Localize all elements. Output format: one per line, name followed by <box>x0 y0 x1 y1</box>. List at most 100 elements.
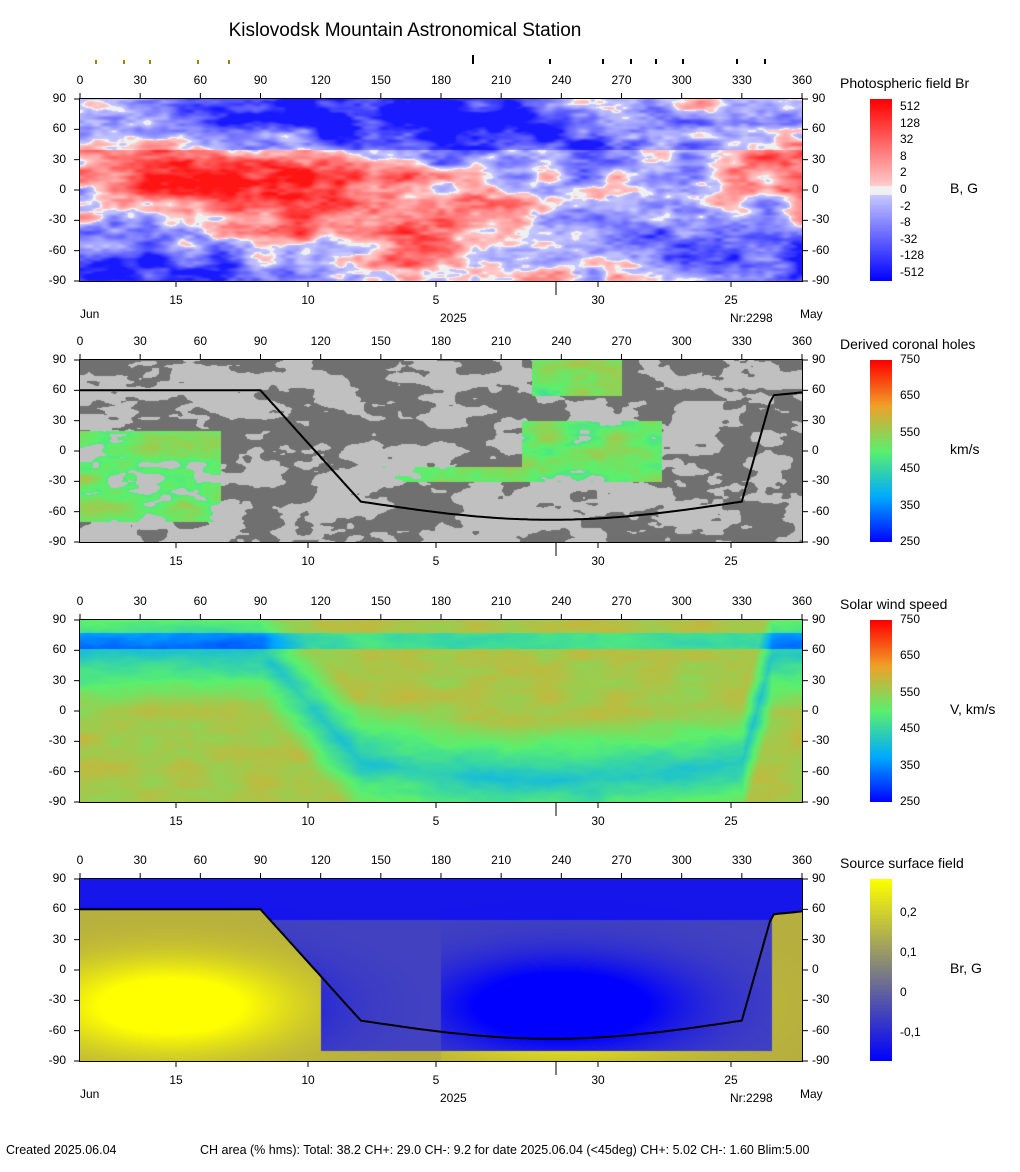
colorbar-tick-label: 250 <box>900 794 921 808</box>
colorbar-tick-label: 550 <box>900 684 921 699</box>
longitude-tick-label: 30 <box>133 594 147 608</box>
longitude-tick-label: 180 <box>430 594 452 608</box>
date-tick-label: 5 <box>432 814 440 828</box>
colorbar-tick-label: 8 <box>900 148 907 163</box>
longitude-tick-label: 240 <box>551 73 572 87</box>
colorbar-tick-label: 650 <box>900 388 921 403</box>
latitude-tick-label-left: 90 <box>52 612 66 626</box>
date-tick-label: 25 <box>724 293 738 307</box>
latitude-tick-label-right: -30 <box>812 473 830 488</box>
colorbar-tick-label: 550 <box>900 424 921 439</box>
latitude-tick-label-left: -30 <box>48 473 66 488</box>
colorbar-tick-label: 512 <box>900 99 921 113</box>
longitude-tick-label: 30 <box>133 73 147 87</box>
colorbar-tick-label: 250 <box>900 534 921 548</box>
longitude-tick-label: 330 <box>731 594 752 608</box>
colorbar <box>870 360 892 542</box>
latitude-tick-label-left: 30 <box>52 151 66 166</box>
latitude-tick-label-right: 30 <box>812 412 826 427</box>
longitude-tick-label: 90 <box>253 73 268 87</box>
latitude-tick-label-right: -60 <box>812 503 830 518</box>
neutral-line <box>80 389 802 521</box>
longitude-tick-label: 120 <box>310 853 331 867</box>
longitude-tick-label: 270 <box>611 594 632 608</box>
neutral-line-overlay <box>80 389 802 521</box>
longitude-tick-label: 0 <box>76 853 84 867</box>
date-tick-label: 25 <box>724 554 738 568</box>
latitude-tick-label-left: 90 <box>52 871 66 885</box>
neutral-line <box>80 908 802 1040</box>
axis-ticks <box>74 93 808 282</box>
panel-title: Solar wind speed <box>840 596 948 612</box>
latitude-tick-label-left: -90 <box>48 1053 66 1067</box>
longitude-tick-label: 60 <box>193 334 207 348</box>
longitude-tick-label: 150 <box>370 73 391 87</box>
longitude-tick-label: 330 <box>731 853 752 867</box>
latitude-tick-label-right: 30 <box>812 672 826 687</box>
ch-area-summary: CH area (% hms): Total: 38.2 CH+: 29.0 C… <box>200 1143 810 1157</box>
date-ticks <box>175 1061 732 1075</box>
latitude-tick-label-left: -30 <box>48 212 66 227</box>
latitude-tick-label-right: 60 <box>812 382 826 397</box>
latitude-tick-label-left: -60 <box>48 503 66 518</box>
latitude-tick-label-right: -30 <box>812 992 830 1007</box>
date-tick-label: 25 <box>724 1073 738 1087</box>
colorbar <box>870 620 892 802</box>
longitude-tick-label: 210 <box>491 594 512 608</box>
latitude-tick-label-left: -60 <box>48 242 66 257</box>
date-tick-label: 5 <box>432 1073 440 1087</box>
longitude-tick-label: 150 <box>370 334 391 348</box>
latitude-tick-label-left: 60 <box>52 382 66 397</box>
colorbar-tick-label: 0 <box>900 182 907 196</box>
colorbar-tick-label: -2 <box>900 198 911 213</box>
latitude-tick-label-right: -60 <box>812 1022 830 1037</box>
colorbar-unit: B, G <box>950 180 979 196</box>
axis-ticks <box>74 354 808 543</box>
latitude-tick-label-left: 90 <box>52 352 66 366</box>
date-tick-label: 10 <box>301 293 315 307</box>
longitude-tick-label: 60 <box>193 73 207 87</box>
month-left-label: Jun <box>80 1087 100 1101</box>
longitude-tick-label: 90 <box>253 594 268 608</box>
colorbar-tick-label: 128 <box>900 115 921 130</box>
longitude-tick-label: 180 <box>430 853 452 867</box>
latitude-tick-label-right: -90 <box>812 534 830 548</box>
latitude-tick-label-left: 60 <box>52 901 66 916</box>
created-date: Created 2025.06.04 <box>6 1143 117 1157</box>
latitude-tick-label-right: 30 <box>812 931 826 946</box>
longitude-tick-label: 0 <box>76 594 84 608</box>
longitude-tick-label: 270 <box>611 73 632 87</box>
longitude-tick-label: 0 <box>76 334 84 348</box>
longitude-tick-label: 180 <box>430 334 452 348</box>
latitude-tick-label-right: 90 <box>812 352 826 366</box>
latitude-tick-label-right: 90 <box>812 91 826 105</box>
longitude-tick-label: 210 <box>491 853 512 867</box>
date-tick-label: 5 <box>432 554 440 568</box>
latitude-tick-label-right: 60 <box>812 121 826 136</box>
map-frame <box>79 878 803 1062</box>
latitude-tick-label-left: 60 <box>52 642 66 657</box>
longitude-tick-label: 240 <box>551 334 572 348</box>
latitude-tick-label-left: -30 <box>48 992 66 1007</box>
longitude-tick-label: 60 <box>193 853 207 867</box>
date-tick-label: 15 <box>169 554 183 568</box>
colorbar-tick-label: 0,1 <box>900 945 917 959</box>
latitude-tick-label-left: 0 <box>59 443 66 457</box>
latitude-tick-label-right: -60 <box>812 763 830 778</box>
latitude-tick-label-right: 60 <box>812 642 826 657</box>
colorbar-unit: km/s <box>950 441 980 457</box>
longitude-tick-label: 150 <box>370 594 391 608</box>
date-tick-label: 15 <box>169 1073 183 1087</box>
panel-title: Derived coronal holes <box>840 336 976 352</box>
colorbar-tick-label: 2 <box>900 165 907 180</box>
longitude-tick-label: 240 <box>551 853 572 867</box>
latitude-tick-label-right: 90 <box>812 612 826 626</box>
date-tick-label: 15 <box>169 293 183 307</box>
latitude-tick-label-left: -90 <box>48 534 66 548</box>
date-tick-label: 10 <box>301 554 315 568</box>
date-tick-label: 30 <box>591 1073 605 1087</box>
longitude-tick-label: 330 <box>731 334 752 348</box>
colorbar <box>870 879 892 1061</box>
colorbar-tick-label: 350 <box>900 497 921 512</box>
solar-wind-speed-map <box>80 620 802 802</box>
